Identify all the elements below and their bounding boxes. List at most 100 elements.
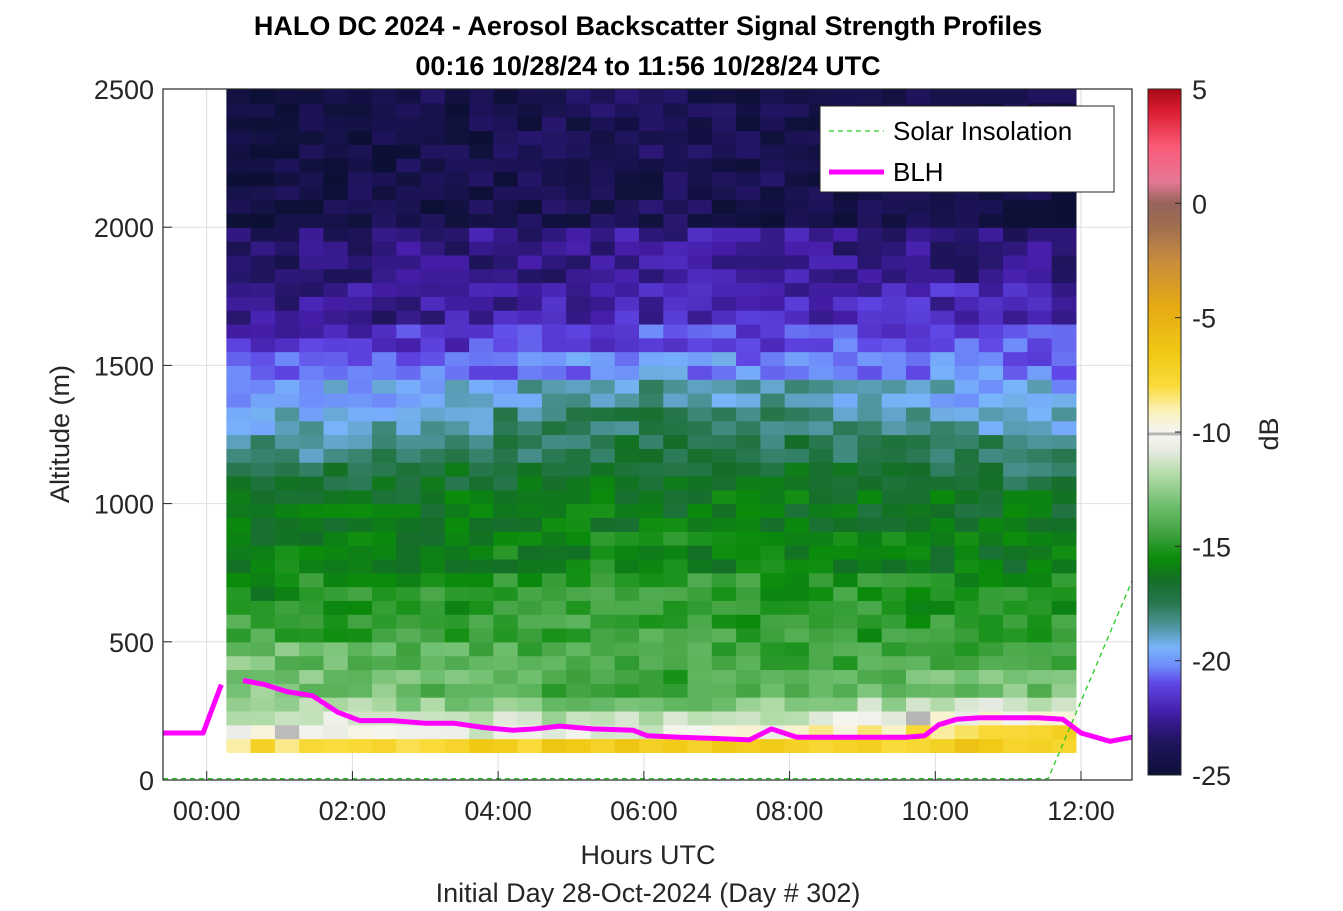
colorbar-segment [1148, 712, 1181, 716]
heatmap-cell [347, 531, 373, 546]
heatmap-cell [881, 572, 907, 588]
heatmap-cell [396, 337, 422, 353]
colorbar-segment [1148, 474, 1181, 479]
heatmap-cell [347, 614, 373, 629]
heatmap-cell [274, 489, 300, 505]
heatmap-cell [711, 641, 737, 657]
heatmap-cell [857, 406, 883, 422]
heatmap-cell [469, 310, 494, 325]
heatmap-cell [687, 171, 713, 187]
heatmap-cell [857, 434, 883, 449]
heatmap-cell [1003, 697, 1028, 712]
heatmap-cell [493, 323, 519, 339]
heatmap-cell [930, 241, 956, 256]
y-tick-label: 0 [139, 766, 154, 796]
heatmap-cell [226, 116, 252, 132]
heatmap-cell [808, 323, 834, 339]
heatmap-cell [493, 600, 519, 615]
heatmap-cell [857, 572, 883, 588]
heatmap-cell [541, 448, 567, 463]
heatmap-cell [663, 614, 689, 629]
heatmap-cell [493, 558, 519, 574]
heatmap-cell [541, 697, 567, 712]
heatmap-cell [444, 116, 470, 132]
heatmap-cell [444, 655, 470, 671]
heatmap-cell [566, 448, 592, 463]
heatmap-cell [639, 710, 664, 726]
heatmap-cell [372, 158, 397, 173]
heatmap-cell [954, 697, 980, 712]
heatmap-cell [493, 545, 519, 560]
heatmap-cell [857, 379, 883, 394]
heatmap-cell [517, 462, 543, 477]
colorbar-segment [1148, 369, 1181, 373]
heatmap-cell [978, 241, 1004, 256]
heatmap-cell [226, 627, 252, 643]
heatmap-cell [323, 475, 349, 491]
colorbar-segment [1148, 351, 1181, 356]
heatmap-cell [881, 489, 907, 505]
heatmap-cell [347, 310, 373, 325]
heatmap-cell [469, 171, 494, 187]
colorbar-segment [1148, 183, 1181, 187]
heatmap-cell [420, 558, 446, 574]
heatmap-cell [444, 268, 470, 284]
heatmap-cell [590, 641, 616, 657]
heatmap-cell [420, 282, 446, 297]
heatmap-cell [517, 448, 543, 463]
colorbar-segment [1148, 246, 1181, 250]
heatmap-cell [420, 296, 446, 311]
heatmap-cell [372, 475, 397, 491]
heatmap-cell [711, 379, 737, 394]
colorbar-segment [1148, 360, 1181, 364]
colorbar-segment [1148, 269, 1181, 273]
heatmap-cell [1003, 531, 1028, 546]
heatmap-cell [299, 116, 325, 132]
colorbar-segment [1148, 512, 1181, 516]
heatmap-cell [760, 393, 786, 408]
heatmap-cell [639, 420, 664, 436]
heatmap-cell [541, 531, 567, 546]
heatmap-cell [954, 614, 980, 629]
heatmap-cell [566, 296, 592, 311]
colorbar-segment [1148, 472, 1181, 476]
heatmap-cell [639, 310, 664, 325]
heatmap-cell [493, 116, 519, 132]
heatmap-cell [663, 185, 689, 201]
heatmap-cell [736, 710, 761, 726]
heatmap-cell [808, 710, 834, 726]
heatmap-cell [978, 365, 1004, 380]
heatmap-cell [687, 614, 713, 629]
heatmap-cell [760, 213, 786, 228]
heatmap-cell [736, 641, 761, 657]
heatmap-cell [493, 365, 519, 380]
heatmap-cell [954, 254, 980, 270]
colorbar-segment [1148, 749, 1181, 753]
heatmap-cell [420, 448, 446, 463]
data-lines [163, 580, 1133, 780]
heatmap-cell [639, 406, 664, 422]
heatmap-cell [857, 669, 883, 684]
heatmap-cell [784, 420, 810, 436]
colorbar-segment [1148, 554, 1181, 559]
heatmap-cell [226, 199, 252, 214]
heatmap-cell [541, 144, 567, 159]
heatmap-cell [1003, 310, 1028, 325]
colorbar-segment [1148, 266, 1181, 270]
colorbar-segment [1148, 97, 1181, 101]
heatmap-cell [736, 627, 761, 643]
heatmap-cell [517, 89, 543, 104]
colorbar-segment [1148, 291, 1181, 296]
heatmap-cell [881, 517, 907, 532]
colorbar-segment [1148, 391, 1181, 396]
heatmap-cell [760, 89, 786, 104]
heatmap-cell [250, 586, 276, 601]
heatmap-cell [420, 655, 446, 671]
heatmap-cell [687, 89, 713, 104]
heatmap-cell [444, 683, 470, 698]
heatmap-cell [541, 462, 567, 477]
heatmap-cell [493, 199, 519, 214]
heatmap-cell [226, 89, 252, 104]
heatmap-cell [1003, 323, 1028, 339]
colorbar-segment [1148, 180, 1181, 184]
